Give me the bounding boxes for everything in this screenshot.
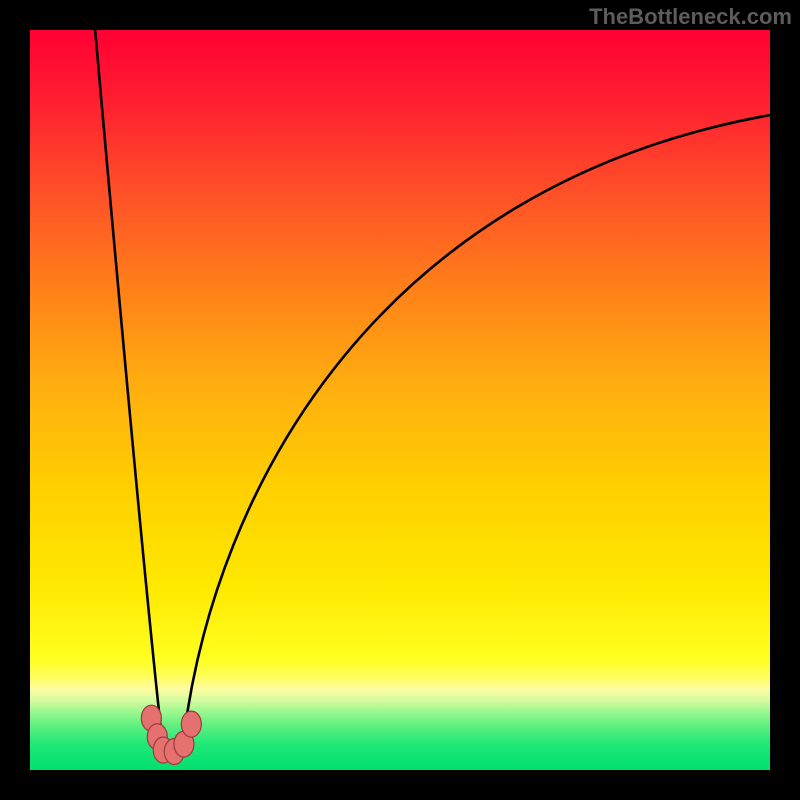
plot-background	[30, 30, 770, 770]
attribution-text: TheBottleneck.com	[589, 4, 792, 30]
optimum-marker	[181, 711, 201, 737]
bottleneck-chart	[0, 0, 800, 800]
figure-container: TheBottleneck.com	[0, 0, 800, 800]
